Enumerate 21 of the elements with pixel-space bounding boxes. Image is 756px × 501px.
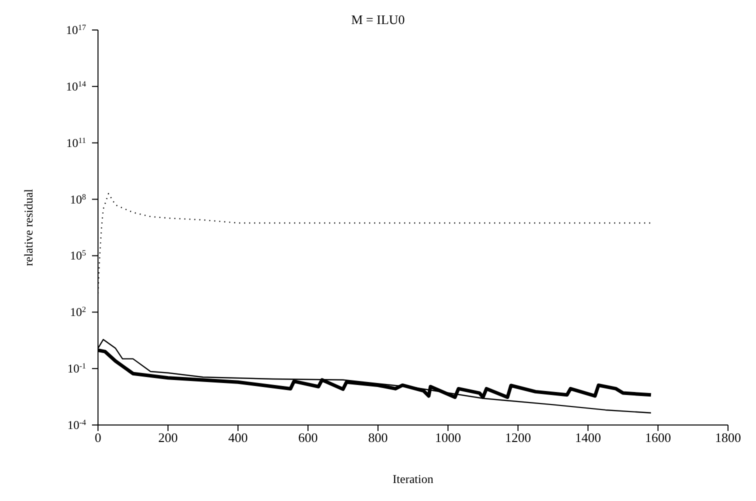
y-tick-label: 10$^{-4}$ [67, 418, 86, 432]
y-tick-label: 10$^{2}$ [70, 304, 86, 320]
y-tick-label: 10$^{11}$ [66, 135, 86, 150]
chart-title: M = ILU0 [351, 12, 405, 27]
x-tick-label: 1400 [575, 430, 601, 446]
x-tick-label: 600 [298, 430, 318, 446]
y-tick-label: 10$^{-1}$ [67, 361, 86, 376]
y-axis-title: relative residual [21, 188, 36, 266]
x-axis-title: Iteration [392, 472, 434, 486]
x-tick-label: 1800 [715, 430, 741, 446]
x-tick-label: 1200 [505, 430, 531, 446]
x-tick-label: 200 [158, 430, 178, 446]
x-tick-label: 1600 [645, 430, 671, 446]
y-tick-label: 10$^{8}$ [70, 192, 86, 206]
y-tick-label: 10$^{14}$ [66, 78, 86, 94]
x-tick-label: 1000 [435, 430, 461, 446]
x-tick-label: 400 [228, 430, 248, 446]
x-tick-label: 800 [368, 430, 388, 446]
y-tick-label: 10$^{5}$ [70, 248, 86, 263]
y-tick-label: 10$^{17}$ [66, 22, 86, 37]
x-tick-label: 0 [94, 430, 102, 446]
